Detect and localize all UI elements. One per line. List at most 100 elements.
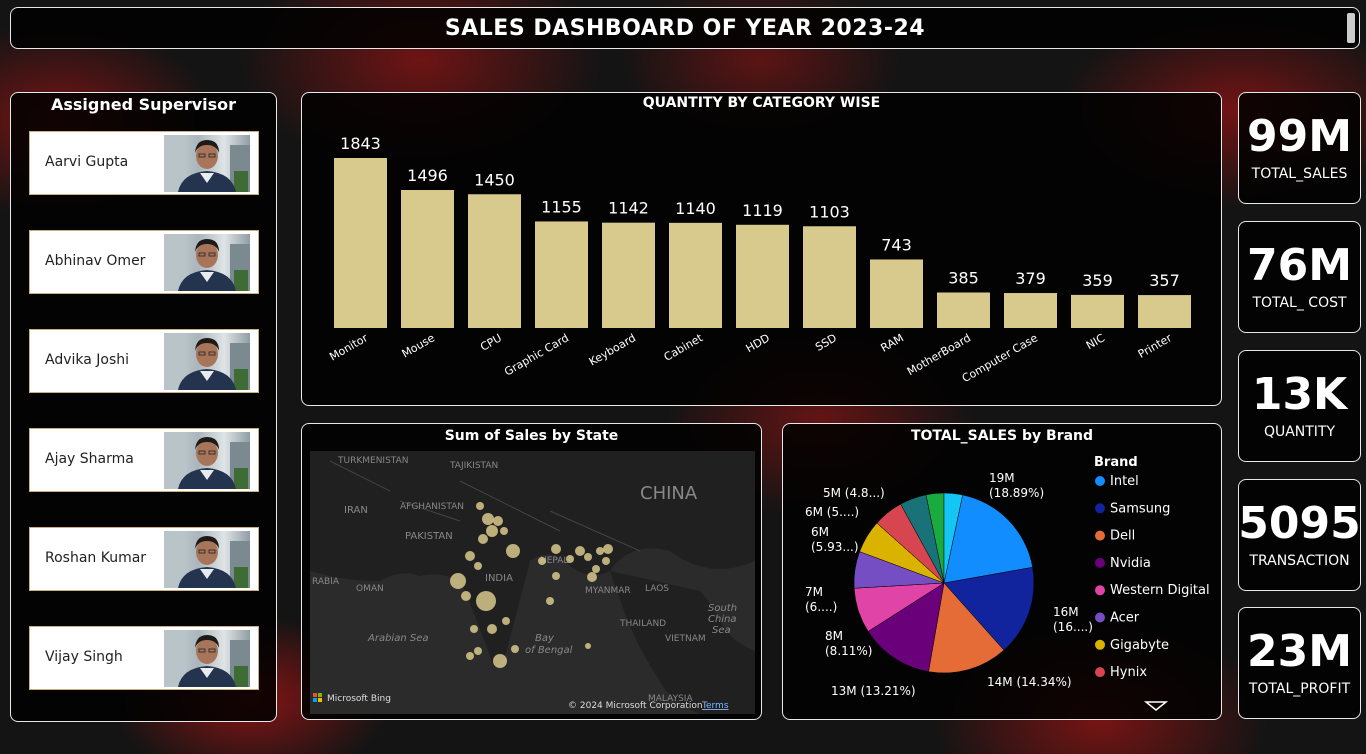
map-bubble[interactable] (502, 617, 510, 625)
supervisor-card[interactable]: Abhinav Omer (29, 230, 259, 294)
map-bubble[interactable] (465, 551, 475, 561)
map-bubble[interactable] (511, 645, 519, 653)
category-tick-label: RAM (879, 331, 906, 354)
pie-chart-svg: 19M(18.89%) 16M(16....) 14M (14.34%) 13M (1… (805, 455, 1210, 711)
bar-value-label: 1450 (474, 170, 515, 189)
map-label: LAOS (645, 584, 669, 594)
pie-slice[interactable] (943, 494, 1033, 584)
category-tick-label: NIC (1084, 331, 1107, 352)
map-bubble[interactable] (506, 544, 520, 558)
legend-marker (1095, 585, 1105, 596)
map-bubble[interactable] (596, 547, 604, 555)
map-bubble[interactable] (474, 647, 482, 655)
legend-scroll-down-icon[interactable] (1143, 701, 1169, 711)
map-label: South China Sea (708, 603, 737, 636)
bing-logo-icon (313, 693, 317, 697)
map-bubble[interactable] (476, 502, 484, 510)
kpi-label: TRANSACTION (1249, 553, 1350, 570)
map-bubble[interactable] (552, 572, 560, 580)
kpi-label: TOTAL_ COST (1252, 295, 1347, 312)
supervisor-name: Roshan Kumar (45, 550, 147, 566)
map-bubble[interactable] (470, 625, 478, 633)
map-bubble[interactable] (538, 557, 546, 565)
pie-slice[interactable] (928, 582, 1005, 674)
map-bubble[interactable] (493, 516, 503, 526)
bar[interactable] (937, 292, 990, 328)
map-land (310, 451, 755, 666)
map-bubble[interactable] (551, 544, 561, 554)
pie-data-label: 13M (13.21%) (831, 684, 916, 698)
legend-item[interactable]: Nvidia (1110, 556, 1151, 571)
map-land-sea (610, 571, 755, 714)
bar[interactable] (401, 190, 454, 328)
legend-item[interactable]: Acer (1110, 611, 1140, 626)
map-bubble[interactable] (603, 544, 613, 554)
legend-marker (1095, 530, 1105, 541)
pie-data-label: 16M (1053, 605, 1079, 619)
bar[interactable] (736, 224, 789, 328)
legend-item[interactable]: Western Digital (1110, 583, 1210, 598)
legend-item[interactable]: Dell (1110, 529, 1135, 544)
legend-item[interactable]: Hynix (1110, 665, 1147, 680)
map-bubble[interactable] (566, 555, 574, 563)
map-bubble[interactable] (602, 557, 610, 565)
map-bubble[interactable] (487, 624, 497, 634)
legend-item[interactable]: Samsung (1110, 501, 1170, 516)
map-label: Bay of Bengal (525, 633, 573, 656)
map-terms-link[interactable]: Terms (701, 701, 729, 711)
bar[interactable] (1071, 294, 1124, 328)
bar[interactable] (602, 222, 655, 328)
supervisor-card[interactable]: Advika Joshi (29, 329, 259, 393)
bar[interactable] (1138, 295, 1191, 328)
bar[interactable] (669, 222, 722, 328)
bar-value-label: 357 (1149, 271, 1180, 290)
sales-by-brand-panel: TOTAL_SALES by Brand 19M (18.89%) 16M (16..… (782, 423, 1222, 720)
bar-value-label: 1496 (407, 166, 448, 185)
map-bubble[interactable] (461, 591, 471, 601)
map-svg[interactable]: TURKMENISTAN TAJIKISTAN AFGHANISTAN IRAN PAK… (310, 451, 755, 714)
legend-item[interactable]: Intel (1110, 474, 1139, 489)
page-title: SALES DASHBOARD OF YEAR 2023-24 (444, 15, 926, 41)
map-label: THAILAND (619, 619, 666, 629)
supervisor-card[interactable]: Roshan Kumar (29, 527, 259, 591)
map-bubble[interactable] (450, 573, 466, 589)
legend-marker (1095, 639, 1105, 650)
supervisor-card[interactable]: Aarvi Gupta (29, 131, 259, 195)
map-bubble[interactable] (478, 534, 488, 544)
map-bubble[interactable] (500, 527, 508, 535)
map-bubble[interactable] (592, 565, 600, 573)
map-bubble[interactable] (584, 553, 592, 561)
pie-data-label: 6M (811, 525, 829, 539)
legend-marker (1095, 476, 1105, 486)
legend-item[interactable]: Gigabyte (1110, 638, 1169, 653)
bar[interactable] (468, 194, 521, 328)
category-tick-label: Printer (1136, 331, 1175, 361)
map-bubble[interactable] (482, 513, 494, 525)
bar[interactable] (535, 221, 588, 328)
supervisor-card[interactable]: Vijay Singh (29, 626, 259, 690)
pie-slice[interactable] (943, 492, 963, 584)
map-bubble[interactable] (486, 525, 498, 537)
pie-data-label: 8M (825, 629, 843, 643)
bar[interactable] (870, 259, 923, 328)
pie-slice[interactable] (943, 567, 1035, 651)
map-bubble[interactable] (493, 654, 507, 668)
map-label: TAJIKISTAN (449, 461, 498, 471)
scrollbar-thumb[interactable] (1347, 13, 1355, 43)
map-bubble[interactable] (585, 643, 591, 649)
supervisor-card[interactable]: Ajay Sharma (29, 428, 259, 492)
supervisor-photo (164, 234, 250, 291)
map-bubble[interactable] (575, 546, 585, 556)
map-bubble[interactable] (474, 562, 482, 570)
map-bubble[interactable] (546, 597, 554, 605)
bar[interactable] (1004, 293, 1057, 328)
map-bubble[interactable] (587, 572, 597, 582)
map-area[interactable]: TURKMENISTAN TAJIKISTAN AFGHANISTAN IRAN PAK… (310, 451, 755, 714)
bar[interactable] (803, 226, 856, 328)
pie-slice[interactable] (867, 582, 945, 672)
map-bubble[interactable] (476, 591, 496, 611)
bar[interactable] (334, 158, 387, 328)
pie-data-label: (8.11%) (825, 644, 872, 658)
map-bubble[interactable] (466, 652, 474, 660)
legend-title: Brand (1094, 455, 1138, 470)
